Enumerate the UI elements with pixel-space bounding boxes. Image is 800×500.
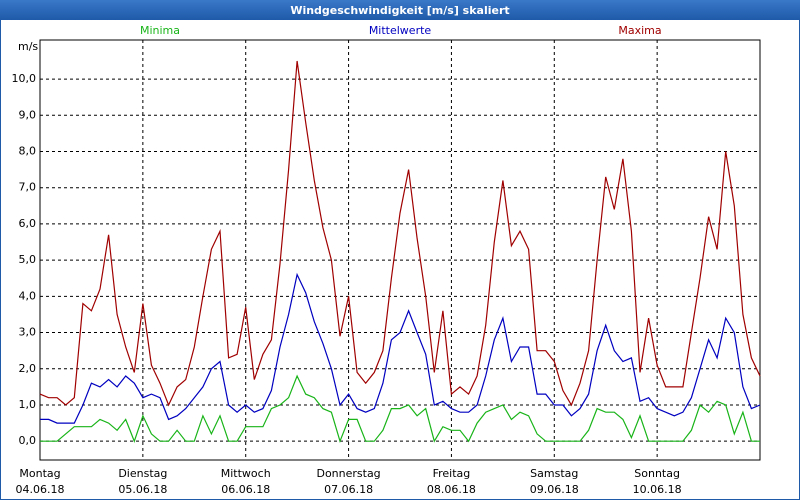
legend-entry: Minima <box>140 24 180 37</box>
x-tick-date: 08.06.18 <box>427 483 476 496</box>
x-tick-day: Mittwoch <box>221 467 271 480</box>
x-tick-date: 05.06.18 <box>118 483 167 496</box>
y-tick-label: 0,0 <box>19 434 37 447</box>
x-tick-date: 07.06.18 <box>324 483 373 496</box>
y-tick-label: 4,0 <box>19 289 37 302</box>
x-tick-day: Montag <box>19 467 60 480</box>
x-tick-date: 04.06.18 <box>16 483 65 496</box>
x-tick-day: Samstag <box>530 467 578 480</box>
y-tick-label: 9,0 <box>19 108 37 121</box>
x-tick-day: Donnerstag <box>316 467 380 480</box>
x-tick-day: Sonntag <box>634 467 680 480</box>
x-tick-date: 10.06.18 <box>633 483 682 496</box>
window-title: Windgeschwindigkeit [m/s] skaliert <box>290 4 509 17</box>
title-bar <box>0 0 800 20</box>
x-tick-date: 06.06.18 <box>221 483 270 496</box>
legend-entry: Mittelwerte <box>369 24 432 37</box>
x-tick-date: 09.06.18 <box>530 483 579 496</box>
x-tick-day: Freitag <box>433 467 471 480</box>
y-unit: m/s <box>18 40 38 53</box>
y-tick-label: 10,0 <box>12 72 37 85</box>
y-tick-label: 8,0 <box>19 145 37 158</box>
series-line <box>40 374 760 444</box>
legend-entry: Maxima <box>618 24 661 37</box>
y-tick-label: 5,0 <box>19 253 37 266</box>
y-tick-label: 2,0 <box>19 362 37 375</box>
y-tick-label: 7,0 <box>19 181 37 194</box>
y-tick-label: 1,0 <box>19 398 37 411</box>
x-tick-day: Dienstag <box>118 467 167 480</box>
y-tick-label: 3,0 <box>19 326 37 339</box>
series-line <box>39 60 761 407</box>
y-tick-label: 6,0 <box>19 217 37 230</box>
series-line <box>40 272 761 424</box>
